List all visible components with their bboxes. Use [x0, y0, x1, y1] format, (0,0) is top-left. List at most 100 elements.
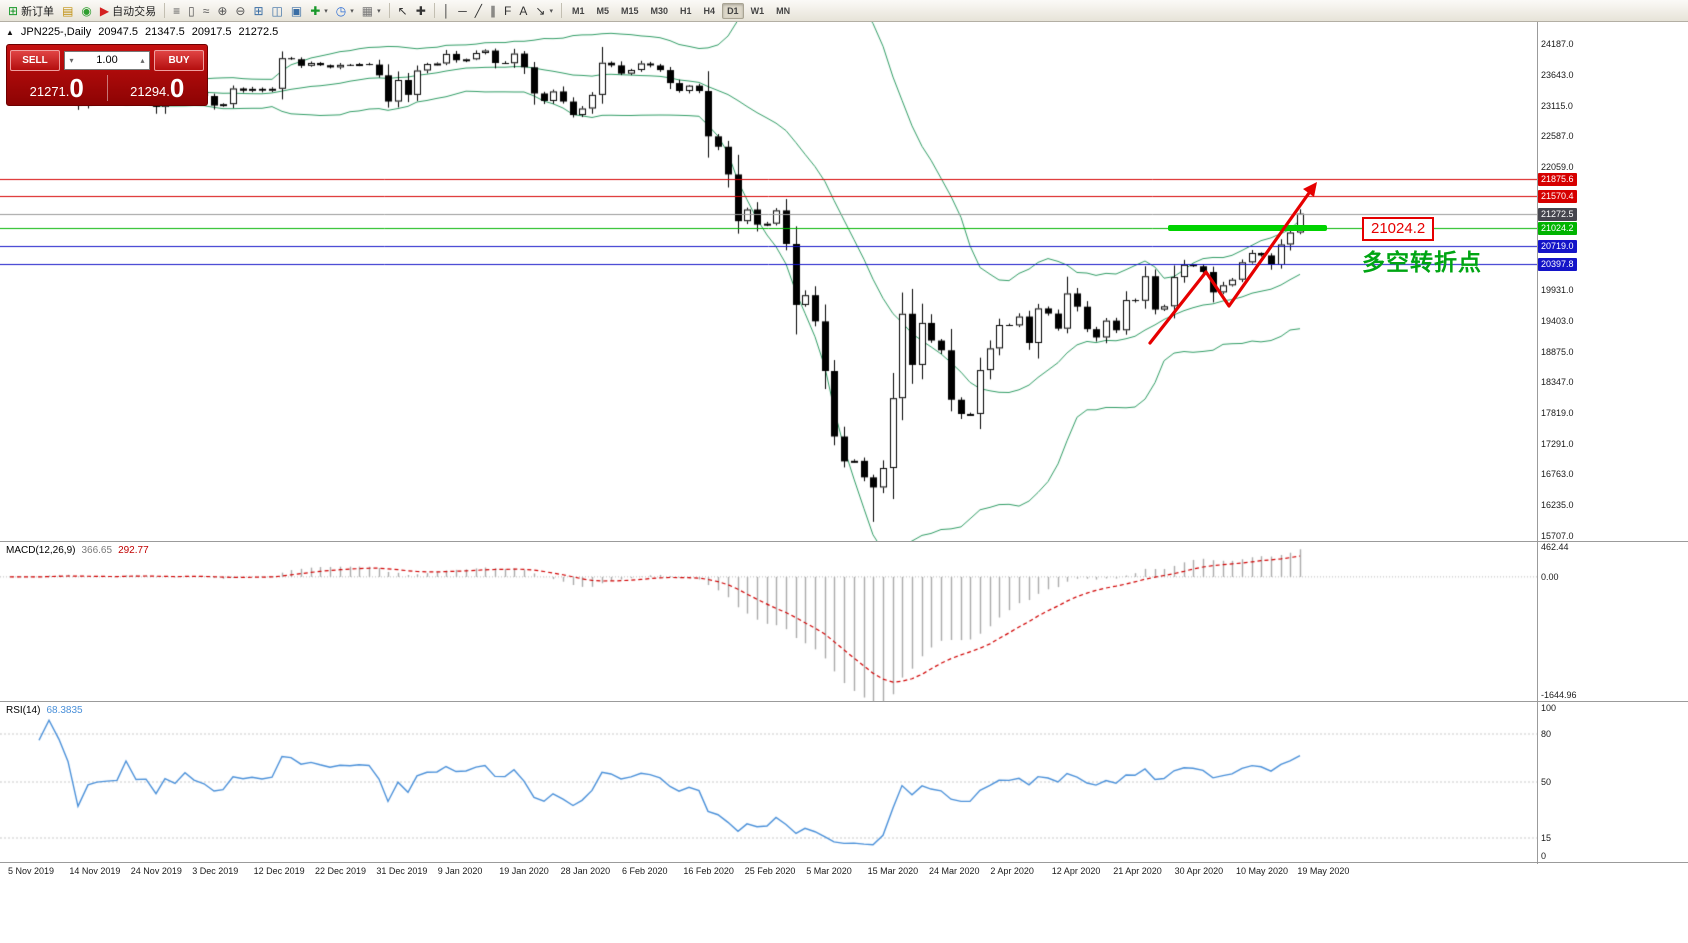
vertical-line-button[interactable]: │ [439, 2, 455, 20]
arrows-caret-icon[interactable]: ▾ [549, 7, 553, 15]
zoom-out-button[interactable]: ⊖ [231, 2, 249, 20]
templates-caret-icon[interactable]: ▾ [377, 7, 381, 15]
date-label: 12 Dec 2019 [253, 866, 305, 876]
price-tick-label: 23115.0 [1541, 100, 1573, 111]
volume-input[interactable]: 1.00 [96, 54, 118, 66]
price-line-tag: 21272.5 [1538, 207, 1577, 221]
indicators-caret-icon[interactable]: ▾ [324, 7, 328, 15]
fibonacci-button[interactable]: F [500, 2, 515, 20]
horizontal-line-button[interactable]: ─ [454, 2, 471, 20]
new-order-icon: ⊞ [8, 3, 19, 18]
price-tick-label: 19403.0 [1541, 316, 1574, 327]
timeframe-m30-button[interactable]: M30 [650, 5, 669, 16]
equidistant-channel-icon: ∥ [490, 3, 497, 18]
price-tick-label: 15707.0 [1541, 530, 1574, 541]
trend-arrow[interactable] [0, 22, 1537, 541]
arrows-button[interactable]: ↘ ▾ [531, 2, 557, 20]
macd-tick-label: 0.00 [1541, 571, 1559, 582]
symbol-title: JPN225-,Daily [20, 26, 92, 38]
buy-price-main: 21294. [130, 84, 170, 99]
zoom-in-button[interactable]: ⊕ [213, 2, 231, 20]
trendline-button[interactable]: ╱ [471, 2, 486, 20]
timeframe-mn-button[interactable]: MN [776, 5, 791, 16]
periods-caret-icon[interactable]: ▾ [350, 7, 354, 15]
macd-pane-separator[interactable] [0, 541, 1688, 542]
data-window-button[interactable]: ◉ [77, 2, 95, 20]
arrange-windows-button[interactable]: ◫ [268, 2, 287, 20]
date-label: 14 Nov 2019 [69, 866, 121, 876]
sell-price-big-digit: 0 [69, 73, 84, 103]
timeframe-d1-button[interactable]: D1 [722, 2, 744, 19]
rsi-chart-canvas[interactable] [0, 702, 1537, 862]
zoom-out-icon: ⊖ [235, 3, 246, 18]
price-line-tag: 21570.4 [1538, 190, 1577, 204]
cursor-icon: ↖ [397, 3, 408, 18]
rsi-tick-label: 50 [1541, 777, 1552, 787]
periods-button[interactable]: ◷ ▾ [332, 2, 358, 20]
price-tick-label: 17291.0 [1541, 438, 1574, 449]
macd-chart-canvas[interactable] [0, 542, 1537, 701]
timeframe-h4-button[interactable]: H4 [703, 5, 716, 16]
price-divider [106, 75, 108, 101]
timeframe-h1-button[interactable]: H1 [680, 5, 692, 16]
date-label: 19 May 2020 [1297, 866, 1350, 876]
cascade-windows-button[interactable]: ▣ [287, 2, 306, 20]
buy-button[interactable]: BUY [154, 49, 204, 71]
volume-field[interactable]: ▾ 1.00 ▴ [64, 50, 150, 70]
ohlc-close: 21272.5 [238, 26, 279, 38]
auto-trading-icon: ▶ [99, 3, 110, 18]
date-label: 24 Mar 2020 [929, 866, 980, 876]
support-level-bar[interactable] [1168, 225, 1327, 232]
line-chart-button[interactable]: ≈ [199, 2, 214, 20]
candlestick-chart-button[interactable]: ▯ [184, 2, 199, 20]
new-order-button[interactable]: ⊞ 新订单 [4, 2, 58, 20]
timeframe-m5-button[interactable]: M5 [596, 5, 609, 16]
arrange-windows-icon: ◫ [271, 3, 283, 18]
date-label: 12 Apr 2020 [1051, 866, 1101, 876]
rsi-pane-separator[interactable] [0, 701, 1688, 702]
fibonacci-icon: F [504, 3, 512, 18]
price-tick-label: 22059.0 [1541, 162, 1574, 173]
symbol-info-line: ▲ JPN225-,Daily 20947.5 21347.5 20917.5 … [6, 26, 278, 38]
date-label: 30 Apr 2020 [1174, 866, 1224, 876]
equidistant-channel-button[interactable]: ∥ [486, 2, 500, 20]
timeframe-m1-button[interactable]: M1 [571, 5, 585, 16]
sell-price: 21271. 0 [7, 75, 107, 101]
price-tick-label: 22587.0 [1541, 131, 1574, 142]
volume-up-icon[interactable]: ▴ [140, 55, 145, 65]
text-label-button[interactable]: A [515, 2, 531, 20]
date-label: 9 Jan 2020 [437, 866, 483, 876]
sell-button[interactable]: SELL [10, 49, 60, 71]
toolbar: ⊞ 新订单 ▤ ◉ ▶ 自动交易 ≡ ▯ ≈ ⊕ ⊖ ⊞ ◫ ▣ ✚ ▾ ◷ ▾ ▦ ▾ ↖ ✚ │ ─ ╱ ∥ F A ↘ ▾ M1 M5… [0, 0, 1688, 22]
date-label: 31 Dec 2019 [376, 866, 428, 876]
date-label: 21 Apr 2020 [1113, 866, 1162, 876]
date-label: 3 Dec 2019 [192, 866, 239, 876]
cursor-button[interactable]: ↖ [394, 2, 412, 20]
buy-price: 21294. 0 [108, 75, 208, 101]
bar-chart-button[interactable]: ≡ [169, 2, 184, 20]
turning-point-annotation[interactable]: 多空转折点 [1362, 249, 1482, 275]
volume-down-icon[interactable]: ▾ [69, 55, 74, 65]
market-watch-button[interactable]: ▤ [58, 2, 77, 20]
price-line-tag: 20719.0 [1538, 239, 1577, 253]
horizontal-line-icon: ─ [458, 3, 467, 18]
rsi-tick-label: 100 [1541, 703, 1557, 713]
timeframe-m15-button[interactable]: M15 [621, 5, 639, 16]
auto-trading-label: 自动交易 [112, 5, 157, 18]
toolbar-separator [560, 3, 562, 18]
collapse-panel-icon[interactable]: ▲ [6, 27, 14, 37]
crosshair-button[interactable]: ✚ [412, 2, 430, 20]
tile-windows-button[interactable]: ⊞ [249, 2, 267, 20]
rsi-tick-label: 15 [1541, 833, 1552, 843]
indicators-icon: ✚ [310, 3, 321, 18]
price-line-tag: 20397.8 [1538, 258, 1577, 272]
price-chart-canvas[interactable] [0, 22, 1537, 541]
timeframe-w1-button[interactable]: W1 [750, 5, 765, 16]
templates-button[interactable]: ▦ ▾ [358, 2, 385, 20]
level-annotation-box[interactable]: 21024.2 [1362, 217, 1435, 241]
bar-chart-icon: ≡ [173, 3, 181, 18]
indicators-button[interactable]: ✚ ▾ [306, 2, 332, 20]
toolbar-separator [388, 3, 390, 18]
auto-trading-button[interactable]: ▶ 自动交易 [96, 2, 160, 20]
